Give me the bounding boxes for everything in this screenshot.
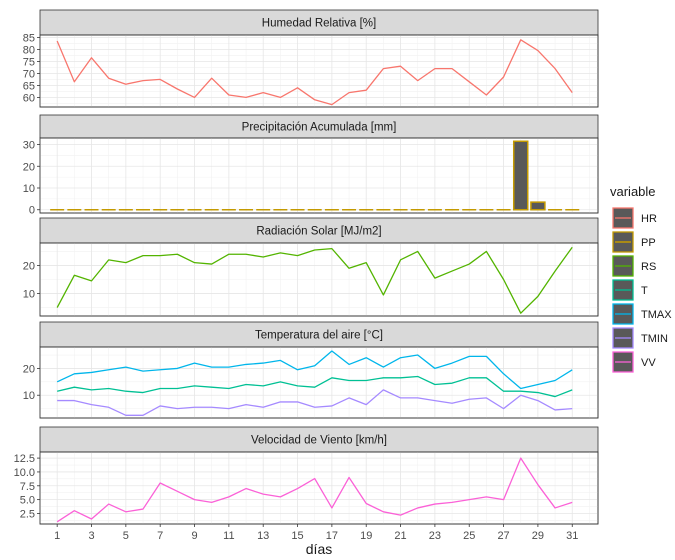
x-tick-label: 1 [54,530,60,542]
facet-panel-2: Precipitación Acumulada [mm] 0 10 20 30 [23,114,599,217]
y-tick-label: 20 [23,260,35,272]
x-axis-title: días [306,541,332,557]
facet-strip-title: Temperatura del aire [°C] [255,330,383,342]
x-tick-label: 15 [291,530,303,542]
facet-strip-title: Precipitación Acumulada [mm] [242,122,397,134]
series-line-hr [56,39,573,106]
y-tick-label: 10.0 [14,467,35,479]
x-tick-label: 27 [497,530,509,542]
series-line-rs [56,246,573,314]
legend-entry-tmax: TMAX [612,303,672,325]
x-tick-label: 5 [123,530,129,542]
y-tick-label: 65 [23,80,35,92]
facet-panel-4: Temperatura del aire [°C] 10 20 [23,321,599,419]
x-tick-label: 11 [223,530,234,542]
series-line-tmin [57,389,573,416]
y-tick-label: 80 [23,44,35,56]
panel-border [39,346,599,419]
legend-entry-pp: PP [612,231,656,253]
y-tick-label: 70 [23,68,35,80]
x-tick-label: 29 [532,530,544,542]
panel-background [39,137,599,214]
y-tick-label: 20 [23,363,35,375]
facet-strip [39,426,599,453]
legend: variable HR PP RS T TMAX TMIN VV [610,184,672,373]
y-tick-label: 30 [23,140,35,152]
y-tick-label: 2.5 [20,508,35,520]
x-tick-label: 19 [360,530,372,542]
y-tick-label: 0 [29,205,35,217]
y-tick-label: 10 [23,390,35,402]
y-tick-label: 10 [23,183,35,195]
panel-background [39,346,599,419]
legend-label: RS [641,261,656,273]
y-tick-label: 60 [23,92,35,104]
y-tick-label: 20 [23,161,35,173]
facet-strip-title: Humedad Relativa [%] [262,18,376,30]
legend-entry-t: T [612,279,648,301]
facet-strip [39,321,599,348]
panel-background [39,34,599,108]
legend-label: TMAX [641,309,672,321]
facet-strip-title: Velocidad de Viento [km/h] [251,435,387,447]
y-tick-label: 85 [23,32,35,44]
x-tick-label: 17 [326,530,338,542]
panel-border [39,451,599,525]
y-tick-label: 7.5 [20,481,35,493]
series-line-tmax [56,350,573,390]
facet-strip-title: Radiación Solar [MJ/m2] [256,226,381,238]
bar-pp-day-29 [530,201,546,211]
legend-label: T [641,285,648,297]
x-tick-label: 21 [394,530,406,542]
x-tick-label: 23 [429,530,441,542]
y-tick-label: 12.5 [14,453,35,465]
bar-pp-day-28 [512,140,529,211]
y-tick-label: 75 [23,56,35,68]
legend-label: VV [641,357,656,369]
legend-entry-vv: VV [612,351,656,373]
facet-strip [39,9,599,36]
panel-border [39,34,599,108]
panel-border [39,242,599,317]
legend-title: variable [610,184,656,199]
y-tick-label: 10 [23,289,35,301]
x-tick-label: 3 [88,530,94,542]
legend-entry-rs: RS [612,255,656,277]
x-tick-label: 31 [566,530,578,542]
series-line-vv [56,457,573,523]
x-tick-label: 7 [157,530,163,542]
y-tick-label: 5.0 [20,495,35,507]
legend-label: TMIN [641,333,668,345]
x-tick-label: 25 [463,530,475,542]
legend-label: PP [641,237,656,249]
legend-entry-tmin: TMIN [612,327,668,349]
x-tick-label: 9 [191,530,197,542]
facet-panel-5: Velocidad de Viento [km/h] 2.55.0 7.5 10.0 1… [14,426,599,525]
panel-border [39,137,599,214]
series-line-t [57,375,573,398]
x-tick-label: 13 [257,530,269,542]
facet-panel-3: Radiación Solar [MJ/m2] 10 20 [23,217,599,317]
legend-entry-hr: HR [612,207,657,229]
legend-label: HR [641,213,657,225]
